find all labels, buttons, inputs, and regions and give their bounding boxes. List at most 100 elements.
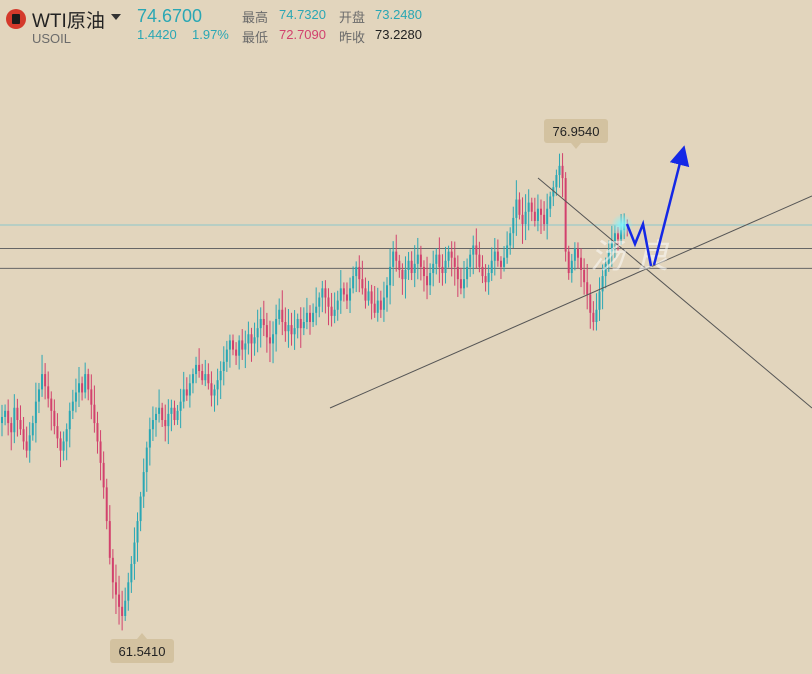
candle-body	[512, 217, 515, 234]
candle-body	[164, 420, 167, 427]
header: WTI原油 USOIL 74.6700 1.4420 1.97% 最高 74.7…	[0, 0, 812, 48]
candle-body	[93, 404, 96, 424]
candle-body	[444, 260, 447, 274]
candle-body	[410, 260, 413, 274]
candle-body	[228, 340, 231, 350]
candle-body	[398, 260, 401, 270]
candle-body	[37, 389, 40, 402]
candle-body	[22, 429, 25, 442]
candle-body	[114, 582, 117, 595]
candle-body	[478, 254, 481, 267]
candle-body	[336, 300, 339, 310]
candle-body	[429, 273, 432, 286]
candle-body	[533, 211, 536, 221]
candle-body	[262, 318, 265, 326]
candle-body	[238, 340, 241, 356]
candle-body	[44, 374, 47, 387]
candle-body	[567, 251, 570, 274]
candle-body	[416, 254, 419, 264]
candle-body	[253, 337, 256, 344]
candle-body	[435, 254, 438, 264]
candle-body	[225, 349, 228, 362]
candle-body	[379, 300, 382, 310]
high-label: 最高	[242, 10, 269, 25]
open-value: 73.2480	[375, 7, 422, 22]
candle-body	[84, 374, 87, 393]
candle-body	[318, 297, 321, 307]
candle-body	[108, 521, 111, 558]
candle-body	[370, 291, 373, 304]
candle-body	[592, 312, 595, 323]
candle-body	[389, 266, 392, 286]
candle-body	[62, 441, 65, 451]
candle-body	[235, 349, 238, 356]
candle-body	[333, 309, 336, 316]
candle-body	[1, 416, 3, 424]
last-price-glow-dot	[611, 213, 633, 236]
candle-body	[68, 410, 71, 430]
candle-body	[386, 285, 388, 298]
candle-body	[345, 294, 348, 301]
candle-body	[382, 297, 385, 310]
candle-body	[358, 266, 361, 280]
candle-body	[133, 542, 136, 564]
candle-body	[438, 254, 441, 267]
price-change: 1.4420	[137, 27, 177, 42]
candle-body	[204, 374, 207, 381]
candle-body	[41, 374, 44, 390]
forecast-arrows	[625, 145, 690, 267]
support-trendline	[329, 195, 812, 409]
candle-body	[466, 266, 469, 280]
prev-close-label: 昨收	[339, 30, 366, 45]
candle-body	[426, 276, 429, 286]
candle-body	[521, 214, 524, 225]
high-price-tag-text: 76.9540	[553, 124, 600, 139]
candle-body	[10, 423, 13, 433]
candle-body	[367, 291, 370, 301]
candle-body	[583, 269, 586, 283]
candle-body	[296, 318, 299, 329]
candle-body	[244, 343, 247, 350]
candle-body	[250, 334, 253, 344]
candle-body	[459, 279, 462, 289]
candle-body	[170, 407, 173, 414]
candle-body	[401, 269, 404, 280]
candle-body	[4, 410, 7, 417]
candle-body	[105, 487, 108, 522]
candle-body	[617, 233, 619, 240]
candle-body	[232, 340, 234, 350]
candle-body	[610, 242, 613, 252]
candle-body	[404, 269, 407, 280]
candle-body	[124, 600, 127, 617]
candle-body	[422, 266, 425, 277]
candle-body	[78, 383, 80, 393]
candle-body	[19, 420, 22, 430]
oil-logo-icon	[6, 9, 26, 29]
symbol-name[interactable]: WTI原油	[32, 11, 105, 32]
candle-body	[148, 429, 151, 448]
candle-body	[543, 214, 546, 225]
chevron-down-icon[interactable]	[111, 14, 121, 20]
candle-body	[28, 435, 31, 451]
candle-body	[463, 279, 465, 289]
candle-body	[613, 233, 616, 243]
candle-body	[179, 401, 182, 411]
candle-body	[503, 257, 506, 267]
candle-body	[118, 594, 121, 607]
candle-body	[330, 306, 333, 316]
candle-body	[312, 312, 315, 323]
candle-body	[210, 383, 213, 396]
candle-body	[441, 266, 444, 274]
candle-body	[475, 245, 478, 255]
candle-body	[395, 251, 398, 261]
candle-body	[281, 309, 284, 323]
candle-body	[595, 309, 598, 323]
candle-body	[324, 288, 327, 298]
candle-body	[136, 521, 139, 543]
forecast-zigzag	[625, 219, 653, 267]
current-price: 74.6700	[137, 6, 203, 26]
candle-body	[364, 288, 367, 301]
candle-body	[284, 322, 287, 332]
candle-body	[570, 260, 573, 274]
